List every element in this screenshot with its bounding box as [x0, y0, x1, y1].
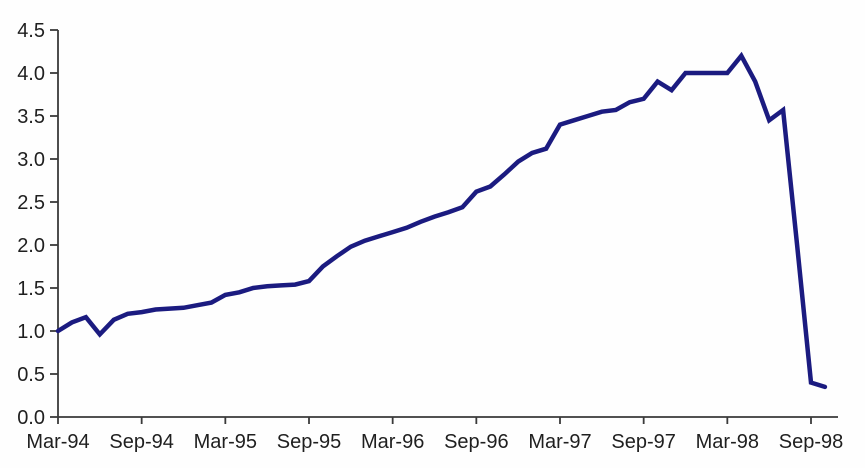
y-tick-label: 3.0: [17, 149, 45, 171]
x-tick-label: Sep-95: [277, 431, 342, 453]
y-axis-ticks: [50, 29, 58, 418]
x-axis-labels: Mar-94 Sep-94 Mar-95 Sep-95 Mar-96 Sep-96 Mar-…: [26, 431, 843, 453]
y-tick-label: 0.0: [17, 407, 45, 429]
y-tick-label: 3.5: [17, 106, 45, 128]
y-tick-label: 2.0: [17, 235, 45, 257]
y-tick-label: 2.5: [17, 192, 45, 214]
y-tick-label: 0.5: [17, 364, 45, 386]
series-line: [55, 51, 828, 390]
x-tick-label: Sep-94: [109, 431, 174, 453]
y-tick-label: 1.0: [17, 321, 45, 343]
axes: [57, 30, 838, 418]
x-tick-label: Sep-97: [611, 431, 676, 453]
x-tick-label: Sep-98: [779, 431, 844, 453]
x-tick-label: Mar-98: [696, 431, 759, 453]
y-axis-labels: 0.0 0.5 1.0 1.5 2.0 2.5 3.0 3.5 4.0 4.5: [17, 20, 45, 429]
y-tick-label: 4.5: [17, 20, 45, 42]
x-tick-label: Sep-96: [444, 431, 509, 453]
y-tick-label: 4.0: [17, 63, 45, 85]
x-tick-label: Mar-95: [194, 431, 257, 453]
x-tick-label: Mar-94: [26, 431, 89, 453]
y-tick-label: 1.5: [17, 278, 45, 300]
x-tick-label: Mar-97: [528, 431, 591, 453]
x-tick-label: Mar-96: [361, 431, 424, 453]
x-axis-ticks: [57, 417, 812, 424]
